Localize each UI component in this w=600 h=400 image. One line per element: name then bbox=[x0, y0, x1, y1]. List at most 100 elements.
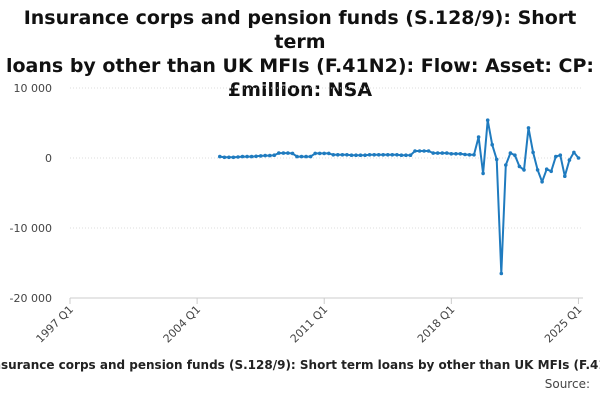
data-point-57 bbox=[476, 135, 481, 139]
data-point-9 bbox=[258, 154, 263, 158]
data-point-70 bbox=[535, 168, 540, 172]
data-point-36 bbox=[381, 153, 386, 157]
series-line-0 bbox=[219, 119, 580, 275]
data-point-72 bbox=[544, 167, 549, 171]
y-axis-ticks: 10 000 0 -10 000 -20 000 bbox=[10, 82, 52, 305]
data-point-62 bbox=[499, 271, 504, 276]
data-point-44 bbox=[417, 149, 422, 153]
data-point-56 bbox=[472, 153, 476, 157]
data-point-42 bbox=[408, 153, 413, 157]
data-point-50 bbox=[445, 151, 449, 155]
data-point-2 bbox=[227, 155, 231, 160]
data-point-27 bbox=[340, 153, 345, 157]
data-point-66 bbox=[517, 164, 522, 169]
data-point-63 bbox=[504, 163, 508, 167]
data-point-35 bbox=[376, 153, 381, 157]
data-point-65 bbox=[513, 153, 517, 157]
data-point-59 bbox=[485, 118, 490, 122]
data-point-1 bbox=[222, 155, 227, 160]
data-point-49 bbox=[440, 151, 445, 155]
data-point-76 bbox=[563, 174, 567, 178]
x-tick-label-2: 2011 Q1 bbox=[288, 303, 331, 346]
chart-title: Insurance corps and pension funds (S.128… bbox=[0, 6, 600, 102]
chart-title-line-2: loans by other than UK MFIs (F.41N2): Fl… bbox=[5, 55, 595, 77]
legend-entry: Insurance corps and pension funds (S.128… bbox=[0, 358, 600, 372]
data-point-13 bbox=[277, 151, 281, 155]
data-point-32 bbox=[363, 153, 367, 157]
x-tick-label-1: 2004 Q1 bbox=[161, 303, 204, 346]
data-point-78 bbox=[572, 150, 576, 155]
data-point-75 bbox=[558, 153, 563, 157]
data-point-25 bbox=[331, 153, 336, 157]
data-point-38 bbox=[390, 153, 395, 157]
data-point-19 bbox=[304, 154, 308, 159]
data-point-40 bbox=[399, 153, 404, 157]
x-tick-label-4: 2025 Q1 bbox=[542, 303, 585, 346]
data-point-58 bbox=[481, 171, 485, 176]
gridlines bbox=[70, 87, 583, 299]
data-point-73 bbox=[549, 169, 553, 174]
data-point-77 bbox=[567, 158, 572, 162]
data-point-12 bbox=[272, 153, 277, 157]
data-point-24 bbox=[327, 151, 331, 156]
data-point-5 bbox=[240, 154, 245, 159]
data-point-4 bbox=[236, 155, 240, 159]
y-tick-label-1: 0 bbox=[45, 152, 52, 165]
data-point-34 bbox=[372, 153, 377, 157]
data-point-69 bbox=[531, 150, 535, 155]
x-axis: 1997 Q1 2004 Q1 2011 Q1 2018 Q1 2025 Q1 bbox=[34, 297, 585, 346]
data-point-8 bbox=[254, 154, 258, 159]
legend: Insurance corps and pension funds (S.128… bbox=[0, 358, 600, 376]
data-point-51 bbox=[449, 152, 454, 156]
data-point-7 bbox=[249, 154, 254, 159]
data-point-54 bbox=[463, 152, 467, 157]
data-point-45 bbox=[422, 149, 426, 153]
data-point-30 bbox=[354, 153, 358, 157]
data-point-53 bbox=[458, 152, 463, 156]
data-point-79 bbox=[576, 156, 581, 160]
data-point-64 bbox=[508, 151, 513, 155]
data-point-6 bbox=[245, 154, 249, 159]
data-point-11 bbox=[268, 153, 272, 158]
data-point-31 bbox=[358, 153, 363, 157]
data-point-52 bbox=[454, 152, 458, 156]
data-point-10 bbox=[263, 153, 268, 158]
x-tick-label-3: 2018 Q1 bbox=[415, 303, 458, 346]
data-point-60 bbox=[490, 142, 495, 147]
data-point-43 bbox=[413, 149, 417, 153]
data-point-46 bbox=[426, 149, 431, 153]
data-point-18 bbox=[299, 154, 304, 159]
data-point-37 bbox=[386, 153, 390, 157]
chart-title-line-1: Insurance corps and pension funds (S.128… bbox=[23, 7, 577, 53]
data-point-26 bbox=[336, 153, 340, 157]
data-point-0 bbox=[218, 154, 222, 159]
data-point-20 bbox=[308, 154, 313, 159]
data-point-28 bbox=[345, 153, 349, 157]
data-point-21 bbox=[313, 151, 318, 156]
x-tick-label-0: 1997 Q1 bbox=[34, 303, 77, 346]
data-point-67 bbox=[522, 168, 526, 172]
data-point-33 bbox=[367, 153, 372, 157]
data-point-15 bbox=[286, 151, 290, 155]
series-group bbox=[218, 118, 581, 276]
data-point-39 bbox=[395, 153, 399, 157]
chart-title-line-3: £million: NSA bbox=[227, 79, 373, 101]
source-label: Source: bbox=[544, 377, 590, 391]
data-point-47 bbox=[431, 151, 436, 155]
data-point-55 bbox=[467, 153, 472, 157]
y-tick-label-3: -20 000 bbox=[10, 292, 52, 305]
data-point-61 bbox=[494, 157, 499, 162]
data-point-41 bbox=[404, 153, 408, 157]
data-point-16 bbox=[290, 151, 295, 156]
data-point-3 bbox=[231, 155, 236, 160]
data-point-17 bbox=[295, 154, 299, 159]
y-tick-label-2: -10 000 bbox=[10, 222, 52, 235]
data-point-29 bbox=[349, 153, 354, 157]
y-tick-label-0: 10 000 bbox=[14, 82, 53, 95]
data-point-14 bbox=[281, 151, 286, 155]
data-point-48 bbox=[435, 151, 440, 155]
data-point-71 bbox=[540, 180, 544, 184]
data-point-22 bbox=[317, 151, 322, 156]
data-point-68 bbox=[526, 126, 531, 130]
